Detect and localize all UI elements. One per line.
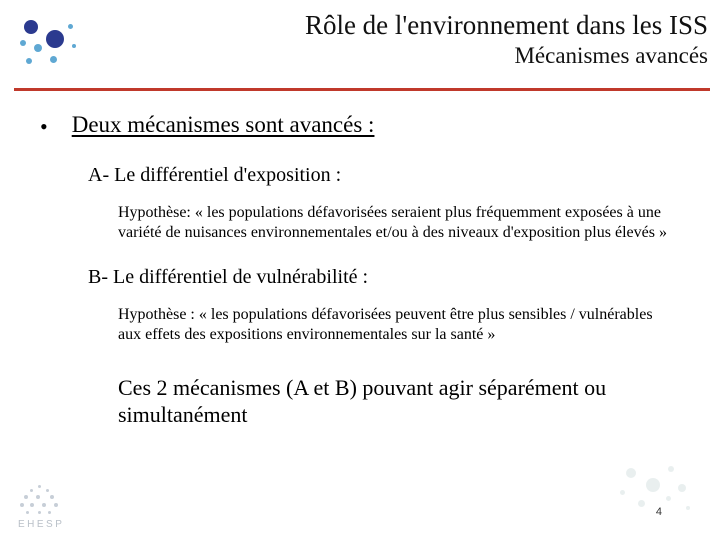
header-logo: [20, 14, 130, 74]
page-number: 4: [656, 506, 662, 518]
content-area: • Deux mécanismes sont avancés : A- Le d…: [40, 112, 690, 429]
horizontal-rule: [14, 88, 710, 91]
title-block: Rôle de l'environnement dans les ISS Méc…: [305, 10, 708, 69]
section-a-label: A- Le différentiel d'exposition :: [88, 164, 690, 187]
slide: Rôle de l'environnement dans les ISS Méc…: [0, 0, 720, 540]
section-heading: Deux mécanismes sont avancés :: [72, 112, 375, 138]
footer-label: EHESP: [18, 519, 64, 530]
conclusion-text: Ces 2 mécanismes (A et B) pouvant agir s…: [118, 374, 610, 429]
footer-logo: EHESP: [18, 483, 64, 530]
section-b-label: B- Le différentiel de vulnérabilité :: [88, 266, 690, 289]
slide-subtitle: Mécanismes avancés: [305, 43, 708, 69]
slide-title: Rôle de l'environnement dans les ISS: [305, 10, 708, 41]
footer-logo-icon: [18, 483, 62, 517]
bullet-icon: •: [40, 116, 48, 138]
section-b-hypothesis: Hypothèse : « les populations défavorisé…: [118, 305, 670, 346]
section-a-hypothesis: Hypothèse: « les populations défavorisée…: [118, 203, 670, 244]
bullet-row: • Deux mécanismes sont avancés :: [40, 112, 690, 138]
